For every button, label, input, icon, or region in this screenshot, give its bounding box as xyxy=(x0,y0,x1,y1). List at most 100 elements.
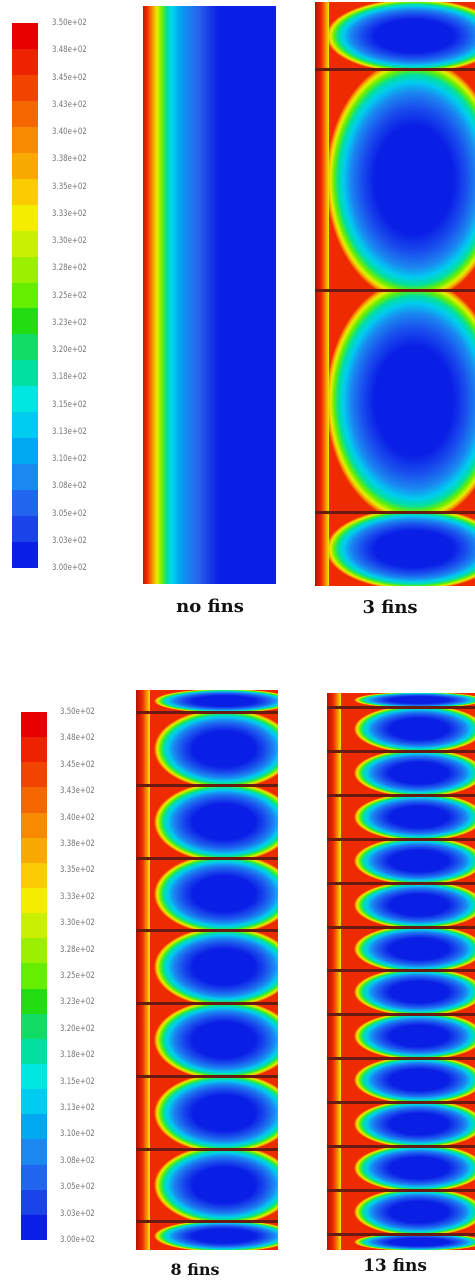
colorbar-tick-label: 3.10e+02 xyxy=(52,454,87,464)
fin xyxy=(327,1145,475,1148)
colorbar-tick-label: 3.28e+02 xyxy=(60,944,95,955)
panel-13-fins xyxy=(327,693,475,1250)
colorbar-tick-label: 3.03e+02 xyxy=(52,535,87,546)
colorbar-tick-label: 3.50e+02 xyxy=(52,18,87,28)
colorbar-tick-label: 3.30e+02 xyxy=(52,236,87,246)
colorbar-tick-label: 3.50e+02 xyxy=(60,707,95,717)
colorbar-swatch xyxy=(12,412,38,439)
fin xyxy=(315,511,475,514)
flow-cell xyxy=(136,1003,278,1076)
colorbar-tick-label: 3.43e+02 xyxy=(60,786,95,797)
colorbar-tick-label: 3.10e+02 xyxy=(60,1129,95,1140)
colorbar-swatch xyxy=(21,938,47,964)
flow-cell xyxy=(136,1076,278,1149)
flow-cell xyxy=(327,1234,475,1250)
colorbar-swatch xyxy=(21,1089,47,1115)
flow-cell xyxy=(327,1190,475,1234)
colorbar-swatch xyxy=(12,282,38,309)
fin xyxy=(136,784,278,787)
colorbar-tick-label: 3.25e+02 xyxy=(60,971,95,981)
flow-cell xyxy=(327,693,475,707)
colorbar-swatch xyxy=(21,837,47,864)
flow-cell xyxy=(136,1221,278,1250)
fin xyxy=(315,289,475,292)
colorbar-tick-label: 3.15e+02 xyxy=(60,1076,95,1087)
fin xyxy=(136,1220,278,1223)
flow-cell xyxy=(327,795,475,839)
colorbar-swatch xyxy=(12,334,38,361)
colorbar-tick-label: 3.15e+02 xyxy=(52,399,87,410)
fin xyxy=(327,1233,475,1236)
colorbar-tick-label: 3.00e+02 xyxy=(60,1235,95,1245)
colorbar-swatch xyxy=(12,100,38,128)
colorbar-tick-label: 3.05e+02 xyxy=(60,1182,95,1193)
flow-cell xyxy=(315,512,475,586)
panel-3-fins xyxy=(315,2,475,586)
hot-wall xyxy=(136,690,150,1250)
fin xyxy=(327,838,475,841)
fin xyxy=(327,882,475,885)
fin xyxy=(136,857,278,860)
colorbar-tick-label: 3.48e+02 xyxy=(60,733,95,744)
flow-cell xyxy=(136,858,278,930)
colorbar-swatch xyxy=(12,360,38,387)
colorbar-swatch xyxy=(21,963,47,990)
flow-cell xyxy=(315,2,475,69)
colorbar-swatch xyxy=(12,464,38,491)
colorbar-swatch xyxy=(21,988,47,1015)
colorbar-swatch xyxy=(21,1038,47,1065)
fin xyxy=(327,969,475,972)
flow-cell xyxy=(327,751,475,795)
fin xyxy=(136,1075,278,1078)
caption-13-fins: 13 fins xyxy=(363,1256,427,1276)
fin xyxy=(315,68,475,71)
flow-cell xyxy=(327,883,475,927)
flow-cell xyxy=(327,1058,475,1102)
colorbar-tick-label: 3.28e+02 xyxy=(52,263,87,274)
colorbar-tick-label: 3.08e+02 xyxy=(60,1155,95,1166)
colorbar-tick-label: 3.18e+02 xyxy=(60,1050,95,1061)
colorbar-swatch xyxy=(12,204,38,232)
fin xyxy=(327,750,475,753)
colorbar-swatch xyxy=(12,23,38,50)
fin xyxy=(327,1013,475,1016)
colorbar-tick-label: 3.33e+02 xyxy=(60,891,95,902)
colorbar-swatch xyxy=(12,48,38,76)
colorbar-tick-label: 3.38e+02 xyxy=(52,154,87,165)
fin xyxy=(136,1148,278,1151)
colorbar-swatch xyxy=(12,152,38,180)
flow-cell xyxy=(327,970,475,1014)
colorbar-swatch xyxy=(12,256,38,283)
fin xyxy=(327,794,475,797)
colorbar-tick-label: 3.18e+02 xyxy=(52,372,87,383)
colorbar-swatch xyxy=(12,438,38,465)
flow-cell xyxy=(327,707,475,751)
colorbar-tick-label: 3.35e+02 xyxy=(60,865,95,876)
fin xyxy=(327,926,475,929)
colorbar-swatch xyxy=(12,516,38,543)
flow-cell xyxy=(315,69,475,290)
colorbar-tick-label: 3.23e+02 xyxy=(60,997,95,1008)
colorbar-tick-label: 3.45e+02 xyxy=(52,72,87,83)
flow-cell xyxy=(136,785,278,858)
flow-cell xyxy=(327,1102,475,1146)
colorbar-swatch xyxy=(21,1214,47,1241)
flow-cell xyxy=(327,1146,475,1190)
flow-cell xyxy=(136,712,278,785)
colorbar-swatch xyxy=(21,862,47,889)
colorbar-tick-label: 3.45e+02 xyxy=(60,759,95,770)
panel-8-fins xyxy=(136,690,278,1250)
colorbar-tick-label: 3.43e+02 xyxy=(52,99,87,110)
colorbar-tick-label: 3.38e+02 xyxy=(60,839,95,849)
fin xyxy=(136,929,278,932)
colorbar-tick-label: 3.48e+02 xyxy=(52,45,87,56)
colorbar-swatch xyxy=(21,1139,47,1166)
flow-cell xyxy=(136,690,278,712)
colorbar-swatch xyxy=(21,1164,47,1191)
colorbar-tick-label: 3.20e+02 xyxy=(60,1023,95,1034)
caption-no-fins: no fins xyxy=(176,596,244,617)
fin xyxy=(327,706,475,709)
colorbar-swatch xyxy=(12,178,38,206)
colorbar-top-ticks: 3.50e+02 3.48e+02 3.45e+02 3.43e+02 3.40e+02… xyxy=(52,18,112,578)
fin xyxy=(327,1189,475,1192)
